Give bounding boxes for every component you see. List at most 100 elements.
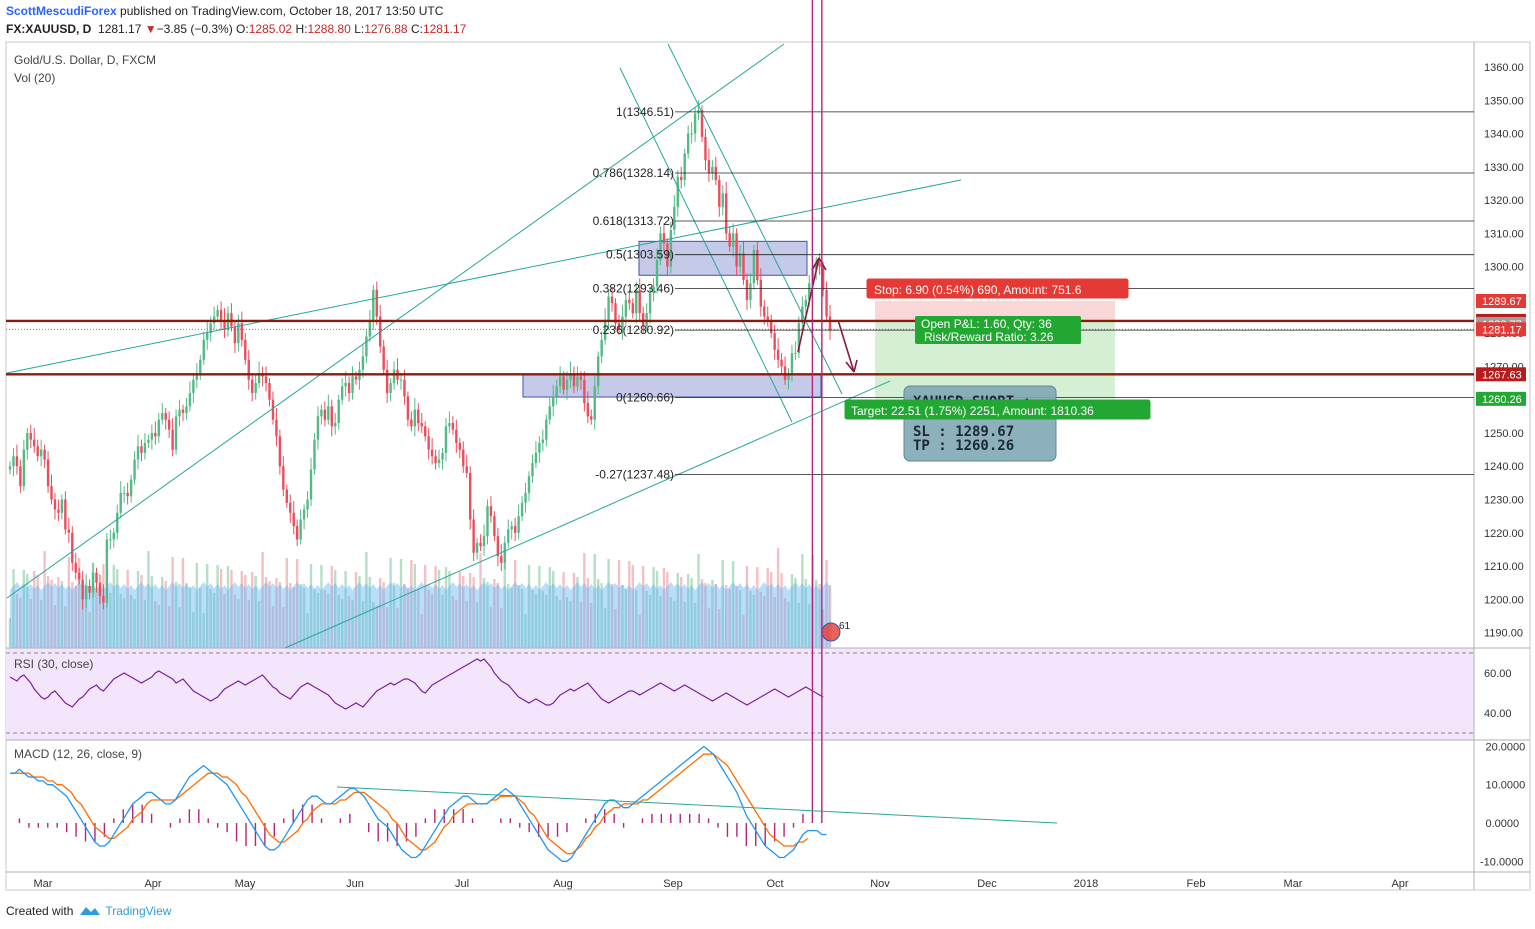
note-tp: TP : 1260.26 [913,438,1014,454]
time-tick-label: Nov [870,878,890,890]
macd-line [10,745,827,862]
volume-bar [74,586,77,648]
volume-bar [181,558,185,648]
candle [555,386,558,397]
volume-bar [655,571,659,648]
candle [590,416,593,420]
volume-bar [375,606,378,648]
volume-bar [814,580,818,648]
volume-bar [597,579,600,648]
volume-bar [451,596,455,648]
candle [202,339,205,360]
volume-bar [50,580,53,648]
candle [102,595,105,603]
candle [458,442,461,450]
candle [275,419,278,437]
candle [188,393,192,407]
price-tick-label: 1330.00 [1484,162,1524,174]
candle [126,492,129,497]
fib-level-label: 0.618(1313.72) [593,214,674,228]
candle [597,356,600,387]
candle [309,469,313,500]
candle [136,446,140,460]
volume-bar [424,565,427,648]
candle [548,406,551,420]
candle [814,263,818,270]
volume-bar [548,567,551,648]
candle [738,253,742,267]
volume-bar [413,564,417,648]
candle [278,436,282,467]
price-label-tag [1476,391,1526,406]
volume-bar [420,614,423,648]
fib-level-label: -0.27(1237.48) [595,468,674,482]
candle [39,449,43,457]
candle [91,572,95,593]
volume-bar [635,590,638,648]
candle [776,349,780,360]
volume-bar [500,608,503,648]
volume-bar [468,573,472,648]
volume-bar [91,563,95,648]
candle [223,319,226,330]
candle [617,323,621,330]
candle [340,386,344,400]
volume-bar [711,580,714,648]
candle [489,506,493,517]
candle [624,299,628,317]
candle [493,516,496,537]
candle [479,542,482,547]
candle [766,316,769,320]
candle [74,562,77,573]
macd-tick-label: 10.0000 [1480,780,1525,792]
author-link[interactable]: ScottMescudiForex [6,4,117,18]
volume-bar [673,601,676,648]
candle [531,462,534,477]
channel-line [6,179,962,374]
volume-bar [728,589,731,648]
time-tick-label: Jun [346,878,364,890]
volume-bar [641,566,645,648]
candle [140,446,143,453]
candle [468,472,472,520]
price-tick-label: 1210.00 [1484,561,1524,573]
channel-line [284,380,891,649]
candle [527,476,531,493]
candle [434,456,437,463]
candle [462,449,465,467]
candle [365,336,368,357]
time-tick-label: Aug [553,878,573,890]
candle [496,536,500,557]
volume-bar [714,584,718,648]
volume-bar [195,563,199,648]
volume-bar [257,601,261,648]
candle [95,572,98,583]
risk-reward-label: Risk/Reward Ratio: 3.26 [924,330,1054,344]
price-tick-label: 1200.00 [1484,594,1524,606]
candle [299,519,302,540]
volume-bar [462,576,465,648]
volume-bar [174,582,178,648]
candle [178,409,181,417]
price-tick-label: 1300.00 [1484,262,1524,274]
volume-bar [216,565,219,648]
candle [538,442,541,453]
candle [721,193,724,207]
volume-bar [576,577,579,648]
candle [562,376,565,390]
last-price: 1281.17 [98,22,142,36]
volume-bar [327,594,330,648]
volume-bar [686,574,690,648]
tradingview-link[interactable]: TradingView [105,904,172,918]
candle [558,376,562,387]
volume-bar [645,591,648,648]
volume-bar [621,585,624,648]
volume-bar [133,599,136,648]
volume-bar [171,557,174,648]
volume-bar [299,584,302,648]
candle [420,422,423,427]
candle [482,536,486,547]
volume-bar [150,576,154,648]
candle [756,249,759,280]
